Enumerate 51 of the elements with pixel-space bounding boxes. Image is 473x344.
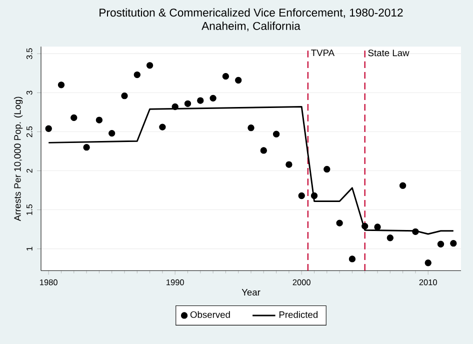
y-tick-label: 2.5 [26, 126, 32, 138]
point [399, 182, 406, 189]
chart-title: Prostitution & Commericalized Vice Enforcement, 1980-2012 [100, 8, 403, 18]
point [70, 114, 78, 122]
point [159, 124, 166, 130]
point [386, 234, 394, 242]
y-tick-label: 3 [26, 90, 32, 95]
point [222, 72, 230, 80]
y-tick-label: 1 [26, 246, 32, 250]
point [121, 92, 128, 100]
point [248, 124, 254, 132]
x-tick-label: 2010 [419, 279, 437, 286]
point [45, 125, 52, 132]
point [235, 76, 242, 84]
x-tick-label: 1980 [40, 279, 58, 286]
point [210, 94, 216, 102]
ref-line-label: State Law [368, 50, 410, 56]
point [424, 260, 432, 266]
point [184, 100, 192, 107]
point [134, 71, 140, 78]
point [298, 192, 305, 200]
y-tick-label: 3.5 [26, 48, 32, 60]
x-axis-title: Year [242, 289, 260, 296]
point [362, 222, 368, 230]
chart-subtitle: Anaheim, California [202, 22, 300, 32]
x-tick-label: 1990 [166, 279, 184, 286]
point [310, 192, 318, 200]
point [172, 103, 178, 110]
point [374, 224, 381, 230]
point [272, 130, 280, 138]
point [108, 130, 116, 137]
point [96, 116, 103, 124]
point [197, 97, 204, 104]
point [286, 161, 292, 168]
y-tick-label: 2 [26, 168, 32, 173]
point [146, 62, 154, 69]
point [58, 82, 65, 88]
point [260, 147, 267, 154]
point [336, 220, 343, 226]
point [450, 240, 457, 247]
point [437, 240, 444, 248]
legend-label: Observed [190, 311, 230, 318]
point [324, 166, 330, 173]
legend-label: Predicted [279, 311, 318, 318]
point [83, 144, 90, 151]
y-axis-title: Arrests Per 10,000 Pop. (Log) [14, 96, 23, 222]
y-tick-label: 1.5 [26, 204, 32, 215]
x-tick-label: 2000 [292, 279, 310, 286]
ref-line-label: TVPA [311, 50, 335, 56]
point [412, 228, 419, 235]
point [348, 256, 356, 262]
